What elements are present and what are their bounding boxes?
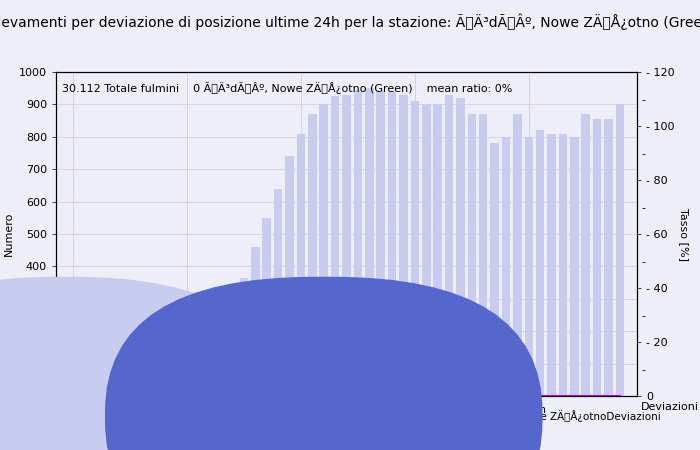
Bar xyxy=(524,137,533,396)
Bar xyxy=(502,137,510,396)
Bar xyxy=(342,94,351,396)
Bar xyxy=(399,94,407,396)
Bar xyxy=(354,90,362,396)
Bar xyxy=(251,247,260,396)
Bar xyxy=(286,156,294,396)
Text: Percentuale stazione di ÃÄ³dÃÂº, Nowe ZÄÅ¿otno (Green): Percentuale stazione di ÃÄ³dÃÂº, Nowe … xyxy=(78,427,398,439)
Y-axis label: Numero: Numero xyxy=(4,212,13,256)
Bar xyxy=(604,119,612,396)
Bar xyxy=(297,134,305,396)
Bar xyxy=(490,143,499,396)
Bar xyxy=(513,114,522,396)
Text: deviazione dalla posizone: deviazione dalla posizone xyxy=(76,411,210,421)
Bar xyxy=(433,104,442,396)
Bar xyxy=(228,318,237,396)
Bar xyxy=(183,344,191,396)
Y-axis label: Tasso [%]: Tasso [%] xyxy=(678,207,689,261)
Bar xyxy=(468,114,476,396)
Bar xyxy=(559,134,567,396)
Bar xyxy=(479,114,487,396)
Bar xyxy=(582,114,590,396)
Bar xyxy=(536,130,545,396)
Bar xyxy=(593,119,601,396)
Bar xyxy=(377,90,385,396)
Bar xyxy=(547,134,556,396)
Bar xyxy=(411,101,419,396)
Text: Rilevamenti per deviazione di posizione ultime 24h per la stazione: ÃÄ³dÃÂº, N: Rilevamenti per deviazione di posizione … xyxy=(0,14,700,30)
Bar xyxy=(172,385,180,396)
Bar xyxy=(365,88,374,396)
Bar xyxy=(308,114,316,396)
Text: 30.112 Totale fulmini    0 ÃÄ³dÃÂº, Nowe ZÄÅ¿otno (Green)    mean ratio: 0%: 30.112 Totale fulmini 0 ÃÄ³dÃÂº, Nowe … xyxy=(62,82,512,94)
Bar xyxy=(206,393,214,396)
Bar xyxy=(444,94,454,396)
Bar xyxy=(262,218,271,396)
Bar xyxy=(274,189,282,396)
Bar xyxy=(615,104,624,396)
Bar xyxy=(422,104,430,396)
Bar xyxy=(148,372,157,396)
Bar xyxy=(331,96,340,396)
Bar xyxy=(456,98,465,396)
Bar xyxy=(319,104,328,396)
Bar xyxy=(570,137,579,396)
Text: Deviazioni: Deviazioni xyxy=(640,402,699,412)
Bar xyxy=(239,278,248,396)
Text: www.lightningmaps.org: www.lightningmaps.org xyxy=(7,438,122,448)
Bar xyxy=(388,91,396,396)
Text: deviazione stazione di ÃÄ³dÃÂº, Nowe ZÄÅ¿otnoDeviazioni: deviazione stazione di ÃÄ³dÃÂº, Nowe Z… xyxy=(335,410,660,422)
